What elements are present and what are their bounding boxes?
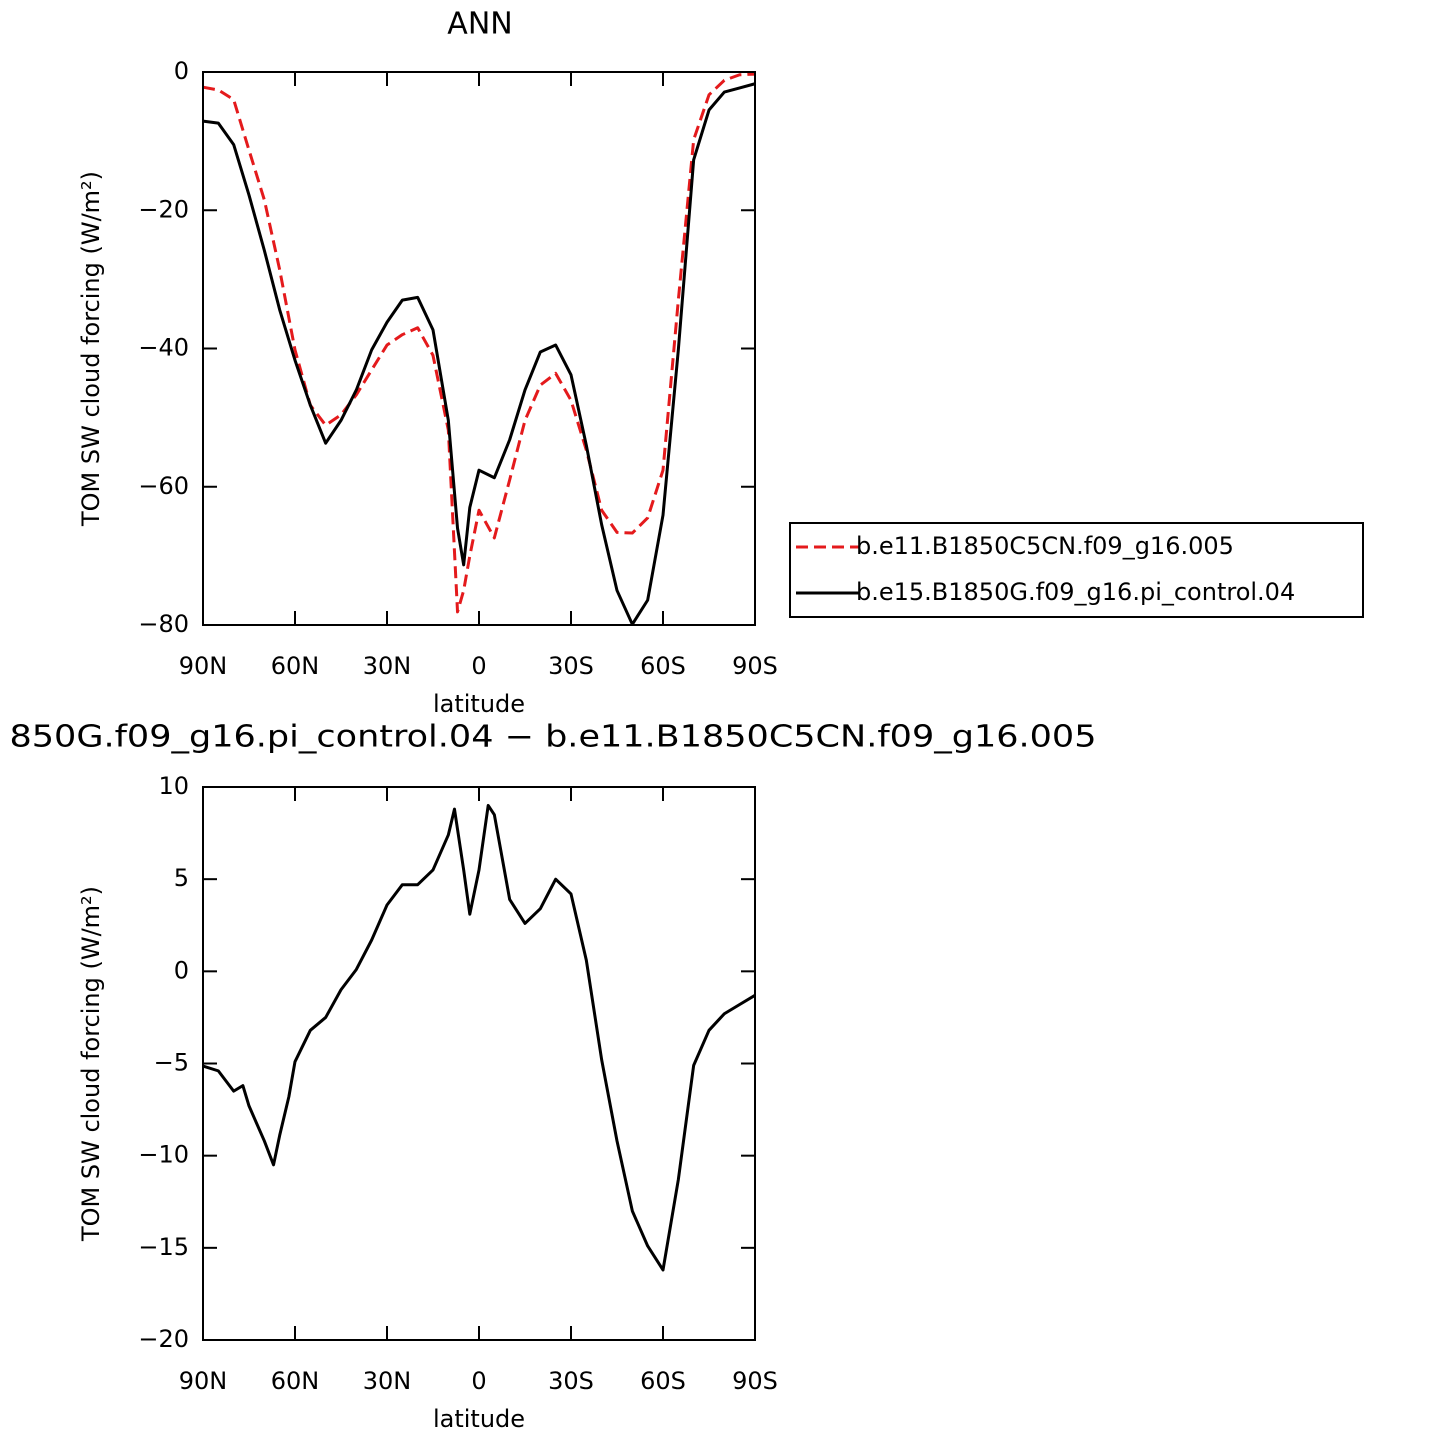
x-tick-label: 0 [471, 1367, 486, 1395]
y-tick-label: −40 [138, 334, 189, 362]
plot-frame [202, 786, 756, 1341]
chart-title: 850G.f09_g16.pi_control.04 − b.e11.B1850… [10, 720, 1097, 755]
y-tick-label: 0 [174, 956, 189, 984]
y-tick-label: −60 [138, 472, 189, 500]
x-tick-label: 90N [179, 1367, 228, 1395]
y-tick-label: −20 [138, 195, 189, 223]
series-line [202, 82, 756, 626]
plot-frame [202, 71, 756, 626]
x-tick-label: 60N [271, 1367, 320, 1395]
y-axis-label: TOM SW cloud forcing (W/m²) [77, 886, 105, 1242]
y-tick-label: 5 [174, 864, 189, 892]
legend-label: b.e11.B1850C5CN.f09_g16.005 [856, 532, 1234, 560]
x-tick-label: 30N [363, 1367, 412, 1395]
x-tick-label: 30N [363, 652, 412, 680]
x-tick-label: 30S [548, 1367, 594, 1395]
series-line [202, 803, 756, 1272]
y-tick-label: −15 [138, 1233, 189, 1261]
y-tick-label: −10 [138, 1141, 189, 1169]
y-tick-label: 0 [174, 57, 189, 85]
legend-label: b.e15.B1850G.f09_g16.pi_control.04 [856, 578, 1295, 606]
x-tick-label: 0 [471, 652, 486, 680]
x-tick-label: 90S [732, 652, 778, 680]
y-axis-label: TOM SW cloud forcing (W/m²) [77, 171, 105, 527]
x-tick-label: 90S [732, 1367, 778, 1395]
x-axis-label: latitude [433, 690, 525, 718]
y-tick-label: −5 [154, 1049, 189, 1077]
legend-box [789, 522, 1364, 618]
chart-title: ANN [447, 7, 512, 42]
x-axis-label: latitude [433, 1405, 525, 1433]
x-tick-label: 90N [179, 652, 228, 680]
x-tick-label: 60N [271, 652, 320, 680]
x-tick-label: 60S [640, 1367, 686, 1395]
x-tick-label: 30S [548, 652, 594, 680]
y-tick-label: −80 [138, 610, 189, 638]
y-tick-label: −20 [138, 1325, 189, 1353]
series-line [202, 72, 756, 614]
y-tick-label: 10 [158, 772, 189, 800]
x-tick-label: 60S [640, 652, 686, 680]
